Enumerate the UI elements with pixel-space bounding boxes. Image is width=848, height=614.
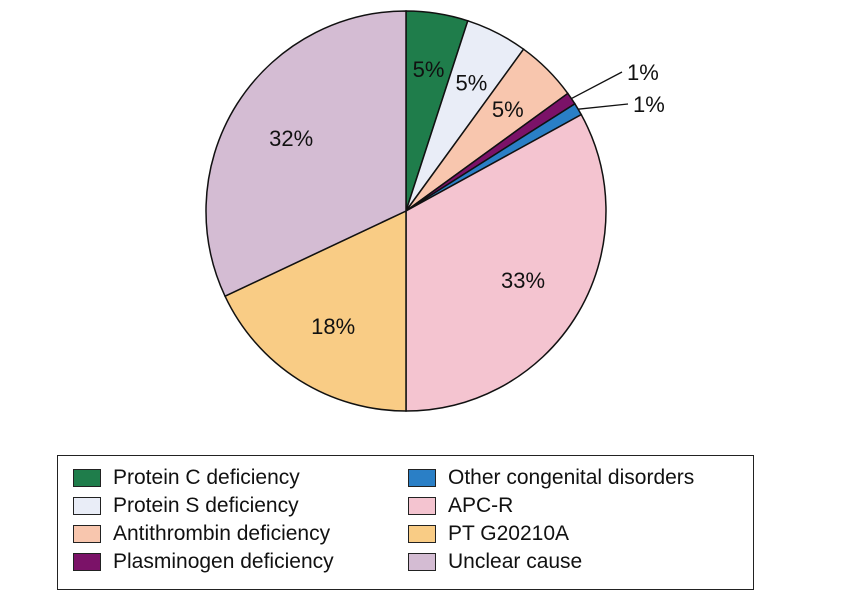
legend-label: Protein S deficiency xyxy=(113,494,299,517)
data-label: 1% xyxy=(627,60,659,85)
pie-slice-pt-g20210a xyxy=(224,209,407,412)
legend-label: Other congenital disorders xyxy=(448,466,695,489)
legend-swatch xyxy=(408,497,436,515)
data-label: 5% xyxy=(413,57,445,82)
legend-item: Protein C deficiency xyxy=(73,466,300,490)
legend-item: Unclear cause xyxy=(408,550,582,574)
pie-slice-unclear-cause xyxy=(205,10,407,298)
legend-swatch xyxy=(73,553,101,571)
legend-swatch xyxy=(73,525,101,543)
data-label: 5% xyxy=(492,97,524,122)
legend-label: APC-R xyxy=(448,494,514,517)
legend-swatch xyxy=(408,525,436,543)
legend-item: PT G20210A xyxy=(408,522,569,546)
leader-line xyxy=(578,103,629,110)
leader-line xyxy=(571,71,623,100)
data-label: 33% xyxy=(501,268,545,293)
data-label: 18% xyxy=(311,314,355,339)
data-label: 1% xyxy=(633,92,665,117)
pie-chart: 5%5%5%1%1%33%18%32% xyxy=(205,10,665,412)
legend-item: APC-R xyxy=(408,494,513,518)
legend-item: Plasminogen deficiency xyxy=(73,550,334,574)
legend-label: Unclear cause xyxy=(448,550,583,573)
data-label: 5% xyxy=(455,71,487,96)
data-label: 32% xyxy=(269,126,313,151)
legend-item: Protein S deficiency xyxy=(73,494,299,518)
legend-swatch xyxy=(408,553,436,571)
legend-swatch xyxy=(73,497,101,515)
legend: Protein C deficiency Protein S deficiency… xyxy=(57,455,754,590)
legend-item: Antithrombin deficiency xyxy=(73,522,330,546)
legend-swatch xyxy=(408,469,436,487)
legend-item: Other congenital disorders xyxy=(408,466,694,490)
legend-label: Protein C deficiency xyxy=(113,466,300,489)
legend-label: PT G20210A xyxy=(448,522,570,545)
legend-label: Plasminogen deficiency xyxy=(113,550,334,573)
pie-slice-apc-r xyxy=(405,113,607,412)
legend-label: Antithrombin deficiency xyxy=(113,522,331,545)
legend-swatch xyxy=(73,469,101,487)
